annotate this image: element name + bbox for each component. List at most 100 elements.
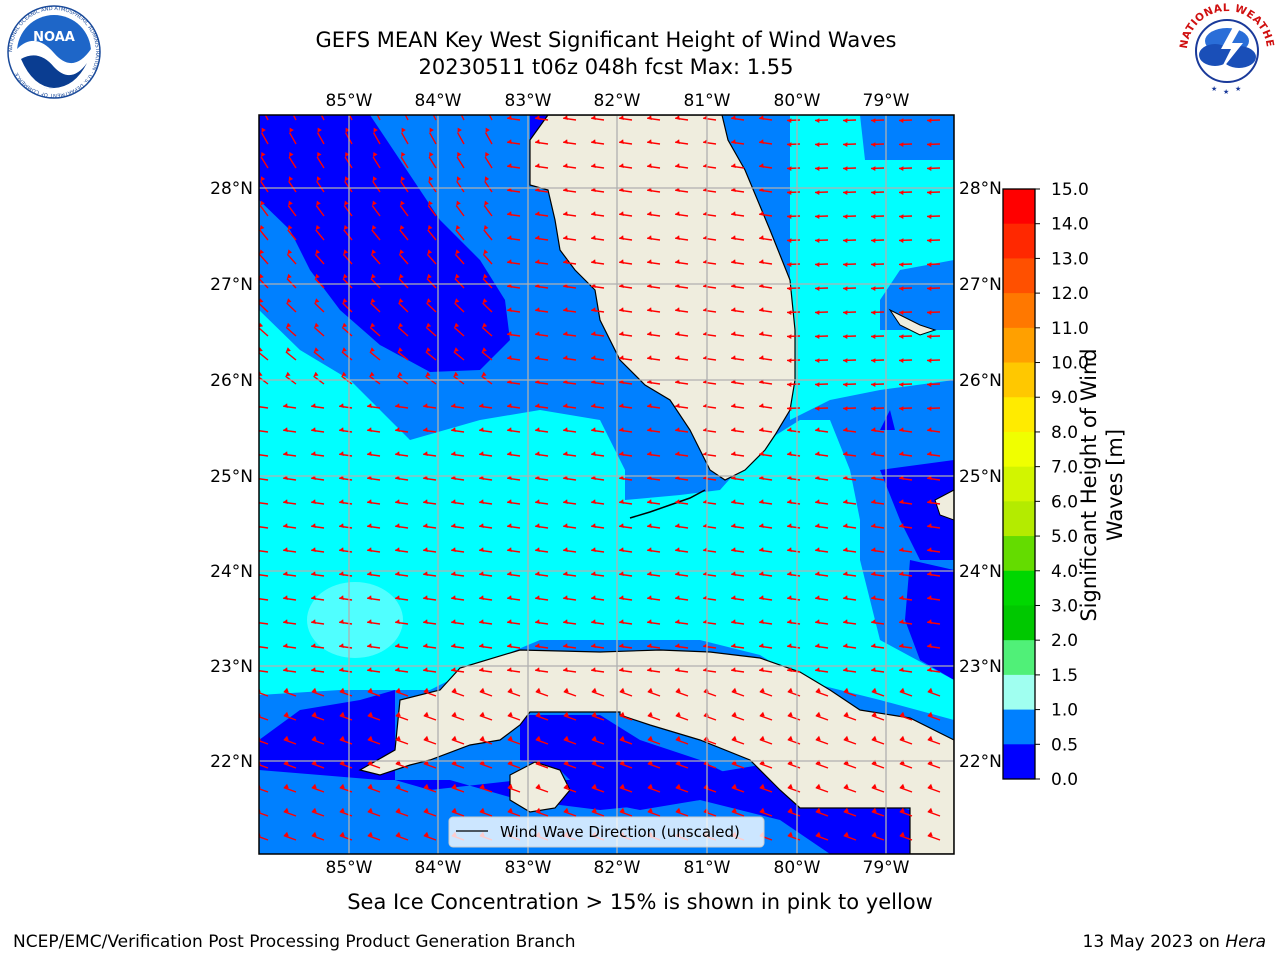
wind-wave-arrow: [259, 526, 269, 529]
wind-wave-arrowhead: [315, 249, 321, 255]
wind-wave-arrowhead: [871, 406, 876, 412]
wind-wave-arrowhead: [451, 547, 456, 552]
wind-wave-arrowhead: [398, 298, 404, 304]
wind-wave-arrow: [482, 302, 493, 313]
wind-wave-arrow: [339, 834, 353, 841]
wind-wave-arrowhead: [731, 355, 736, 360]
wind-wave-arrow: [535, 714, 549, 721]
lat-label-left: 23°N: [210, 657, 253, 677]
wind-wave-arrow: [451, 810, 465, 817]
wind-wave-arrowhead: [815, 547, 820, 552]
wind-wave-arrowhead: [311, 783, 317, 789]
wind-wave-arrowhead: [619, 139, 624, 144]
wind-wave-arrowhead: [899, 643, 904, 648]
colorbar-tick-label: 1.5: [1051, 666, 1078, 686]
wind-wave-arrow: [507, 762, 521, 769]
wind-wave-arrowhead: [927, 142, 932, 148]
wind-wave-arrowhead: [535, 807, 541, 813]
wind-wave-arrowhead: [759, 595, 764, 600]
wind-wave-arrowhead: [619, 735, 625, 741]
wind-wave-arrow: [428, 180, 437, 193]
wind-wave-arrowhead: [395, 807, 401, 813]
wind-wave-arrowhead: [619, 451, 624, 456]
wind-wave-arrowhead: [259, 298, 264, 303]
wind-wave-arrowhead: [399, 224, 405, 230]
wind-wave-arrowhead: [815, 190, 820, 196]
wind-wave-arrowhead: [315, 273, 320, 279]
wind-wave-arrowhead: [591, 807, 597, 813]
wind-wave-arrow: [287, 205, 297, 217]
wind-wave-arrowhead: [815, 619, 820, 624]
wind-wave-arrow: [259, 253, 269, 265]
wind-wave-arrowhead: [871, 190, 876, 196]
wind-wave-arrowhead: [899, 831, 905, 837]
wind-wave-arrow: [367, 690, 381, 697]
wind-wave-arrow: [619, 810, 633, 817]
wind-wave-arrow: [591, 762, 605, 769]
wind-wave-arrowhead: [731, 619, 736, 624]
wind-wave-arrow: [425, 351, 437, 361]
wind-wave-arrowhead: [507, 619, 512, 624]
wind-wave-arrowhead: [787, 334, 792, 340]
wind-wave-arrowhead: [591, 711, 597, 717]
wind-wave-arrowhead: [591, 259, 596, 264]
wind-wave-arrowhead: [479, 499, 484, 504]
wind-wave-arrowhead: [619, 427, 624, 432]
wind-wave-arrowhead: [395, 547, 400, 552]
wind-wave-arrow: [311, 690, 325, 697]
colorbar-segment: [1003, 536, 1035, 572]
wind-wave-arrowhead: [591, 331, 596, 336]
wind-wave-arrowhead: [927, 238, 932, 244]
wind-wave-arrowhead: [479, 667, 484, 672]
wind-wave-arrowhead: [260, 176, 266, 182]
wind-wave-arrowhead: [395, 427, 400, 432]
wind-wave-arrowhead: [484, 200, 489, 206]
wind-wave-arrow: [675, 762, 689, 769]
lon-label-bottom: 81°W: [684, 858, 731, 878]
wind-wave-arrow: [342, 302, 353, 313]
wind-wave-arrow: [259, 574, 269, 577]
wind-wave-arrowhead: [871, 807, 877, 813]
wind-wave-arrow: [843, 786, 857, 793]
wind-wave-arrowhead: [591, 163, 596, 168]
wind-wave-arrowhead: [591, 735, 597, 741]
wind-wave-arrowhead: [427, 249, 433, 255]
wind-wave-arrow: [815, 810, 829, 817]
wind-wave-arrowhead: [843, 334, 848, 340]
wind-wave-arrowhead: [283, 643, 288, 648]
wind-wave-arrowhead: [619, 595, 624, 600]
wind-wave-arrowhead: [899, 547, 904, 552]
wind-wave-arrow: [479, 810, 493, 817]
wind-wave-arrowhead: [927, 334, 932, 340]
wind-wave-arrow: [787, 738, 801, 745]
lat-label-right: 28°N: [959, 179, 1002, 199]
wind-wave-arrowhead: [619, 807, 625, 813]
wind-wave-arrowhead: [339, 403, 344, 408]
wind-wave-arrowhead: [787, 214, 792, 220]
wind-wave-arrowhead: [815, 783, 821, 789]
wind-wave-arrowhead: [395, 735, 401, 741]
wind-wave-arrow: [395, 762, 409, 769]
wind-wave-arrow: [369, 326, 381, 337]
wind-wave-arrow: [259, 327, 269, 337]
wind-wave-arrowhead: [313, 371, 319, 377]
lon-label-bottom: 79°W: [863, 858, 910, 878]
wind-wave-arrowhead: [370, 298, 376, 304]
wind-wave-arrowhead: [367, 595, 372, 600]
wind-wave-arrowhead: [731, 571, 736, 576]
wind-wave-arrowhead: [339, 643, 344, 648]
wind-wave-arrowhead: [339, 595, 344, 600]
colorbar-segment: [1003, 327, 1035, 364]
wind-wave-arrowhead: [283, 499, 288, 504]
wind-wave-arrowhead: [843, 783, 849, 789]
wind-wave-arrow: [871, 834, 885, 841]
wind-wave-arrowhead: [283, 547, 288, 552]
wind-wave-arrowhead: [815, 310, 820, 316]
wind-wave-arrowhead: [787, 523, 792, 528]
wind-wave-arrowhead: [311, 807, 317, 813]
wind-wave-arrowhead: [815, 735, 821, 741]
gridlines: [259, 115, 954, 854]
wind-wave-arrowhead: [815, 451, 820, 456]
lat-label-right: 25°N: [959, 467, 1002, 487]
